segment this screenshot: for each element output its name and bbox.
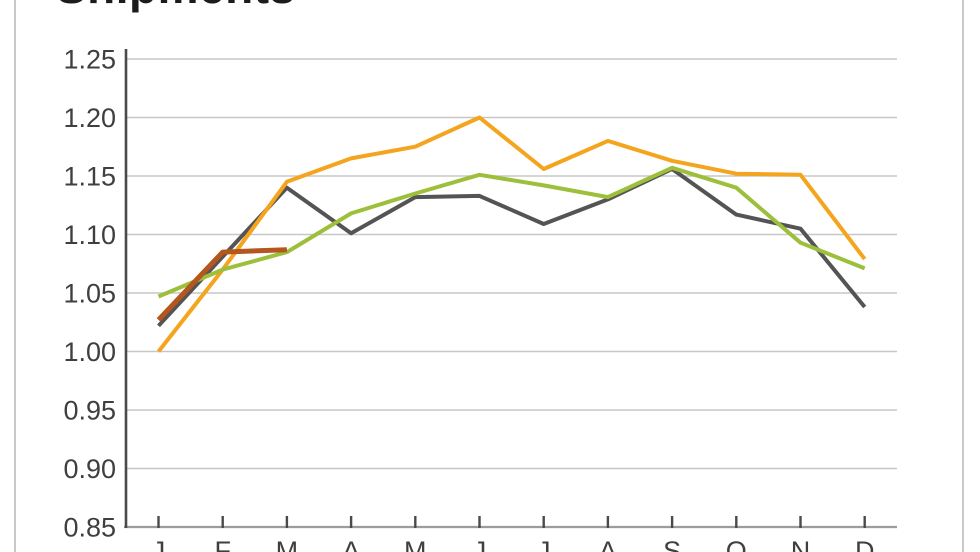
- y-axis-label: 1.15: [63, 162, 116, 192]
- x-axis-label: N: [791, 536, 811, 552]
- x-axis-label: D: [855, 536, 875, 552]
- y-axis-label: 0.90: [63, 454, 116, 484]
- series-orange-line: [156, 115, 867, 353]
- y-axis-label: 1.00: [63, 337, 116, 367]
- series-red-line: [156, 247, 287, 322]
- x-axis-label: M: [404, 536, 427, 552]
- series-gray-line: [157, 167, 867, 328]
- series-green-line: [157, 165, 866, 299]
- y-axis-label: 0.95: [63, 396, 116, 426]
- y-axis-label: 1.20: [63, 103, 116, 133]
- x-axis-label: M: [276, 536, 299, 552]
- x-axis-label: O: [726, 536, 747, 552]
- y-axis-label: 1.10: [63, 220, 116, 250]
- x-axis-label: J: [152, 536, 166, 552]
- panel-border-right: [962, 0, 964, 552]
- y-axis-label: 1.25: [63, 45, 116, 75]
- chart-title: Shipments: [56, 0, 296, 11]
- x-axis-label: S: [663, 536, 681, 552]
- x-axis-label: J: [473, 536, 487, 552]
- y-axis-label: 1.05: [63, 279, 116, 309]
- x-axis-label: A: [599, 536, 617, 552]
- x-axis-label: J: [537, 536, 551, 552]
- x-axis-label: A: [342, 536, 360, 552]
- panel-border-left: [14, 0, 16, 552]
- y-axis-label: 0.85: [63, 513, 116, 543]
- x-axis-label: F: [214, 536, 231, 552]
